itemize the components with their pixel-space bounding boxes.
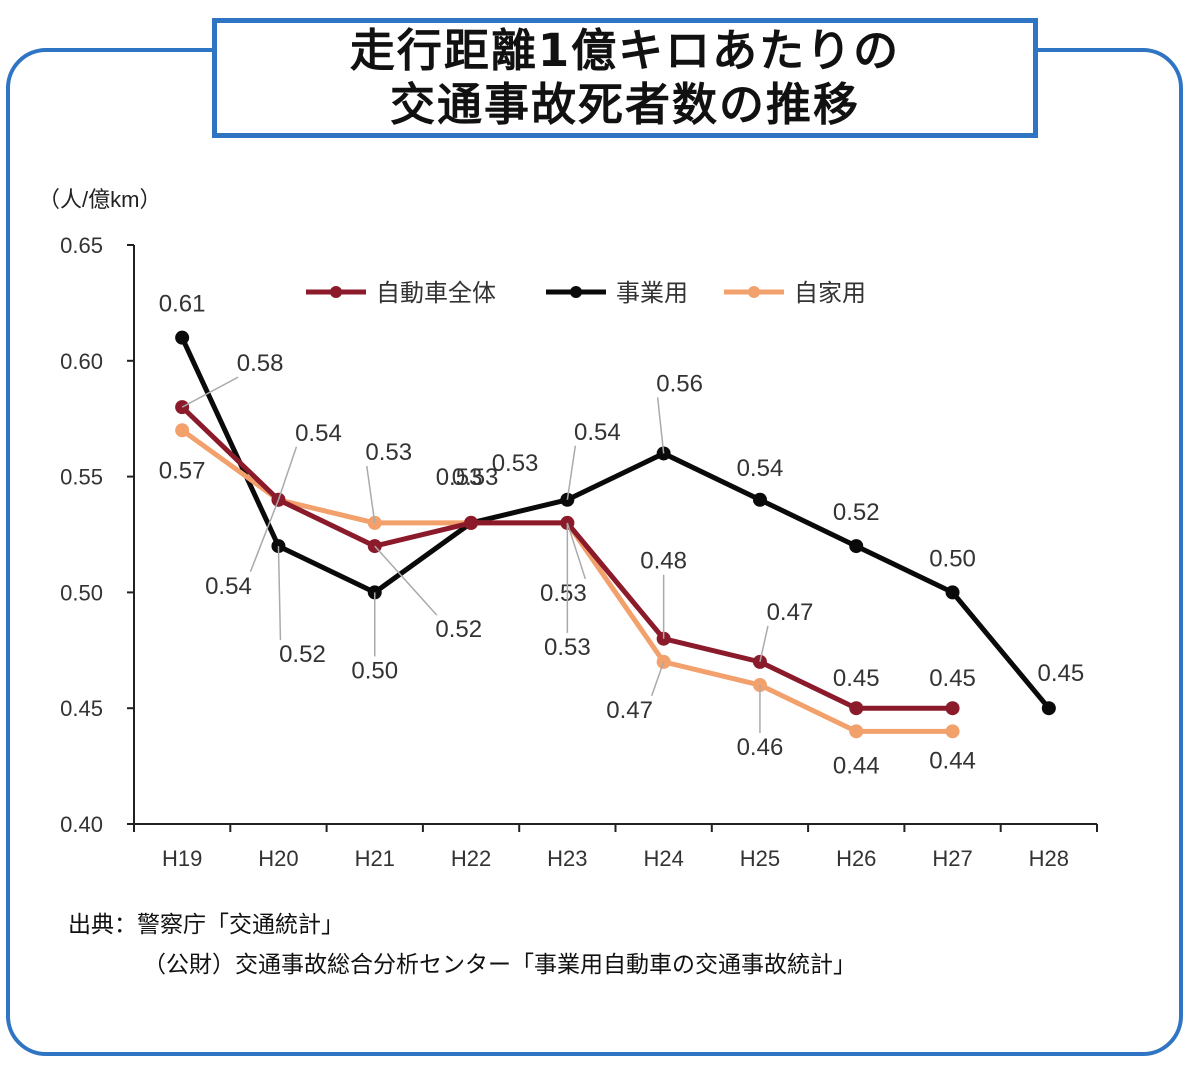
- y-tick-label: 0.60: [60, 349, 103, 374]
- leader-line: [249, 499, 280, 573]
- leader-line: [650, 661, 665, 697]
- data-label: 0.46: [737, 734, 784, 761]
- data-label: 0.50: [929, 545, 976, 572]
- y-tick-label: 0.55: [60, 465, 103, 490]
- title-line-1: 走行距離1億キロあたりの: [349, 24, 901, 77]
- data-point-0: [464, 515, 479, 530]
- leader-line: [759, 625, 769, 663]
- title-box: 走行距離1億キロあたりの 交通事故死者数の推移: [212, 18, 1038, 138]
- data-label: 0.47: [606, 697, 653, 724]
- data-label: 0.57: [159, 457, 206, 484]
- source-line-1: 出典：警察庁「交通統計」: [68, 912, 344, 938]
- data-label: 0.54: [737, 455, 784, 482]
- x-tick-label: H20: [258, 846, 298, 871]
- leader-line: [181, 376, 239, 408]
- data-label: 0.47: [767, 599, 814, 626]
- data-point-1: [849, 539, 864, 554]
- legend-marker: [570, 286, 582, 298]
- data-point-0: [945, 701, 960, 716]
- data-point-2: [175, 423, 190, 438]
- data-label: 0.54: [295, 420, 342, 447]
- data-label: 0.50: [351, 657, 398, 684]
- leader-line: [656, 397, 665, 454]
- data-label: 0.52: [279, 641, 326, 668]
- title-line-2: 交通事故死者数の推移: [389, 78, 860, 131]
- data-label: 0.52: [435, 616, 482, 643]
- y-tick-label: 0.45: [60, 696, 103, 721]
- y-tick-label: 0.65: [60, 233, 103, 258]
- data-label: 0.45: [1037, 660, 1084, 687]
- leader-line: [566, 522, 587, 580]
- x-tick-label: H23: [547, 846, 587, 871]
- source-line-2: （公財）交通事故総合分析センター「事業用自動車の交通事故統計」: [143, 952, 856, 978]
- legend-label: 自家用: [794, 280, 866, 307]
- x-tick-label: H24: [643, 846, 683, 871]
- data-label: 0.53: [452, 464, 499, 491]
- leader-line: [566, 445, 577, 500]
- data-label: 0.53: [492, 450, 539, 477]
- data-point-1: [175, 330, 190, 345]
- leader-line: [366, 465, 376, 524]
- y-tick-label: 0.50: [60, 580, 103, 605]
- data-point-2: [849, 724, 864, 739]
- data-label: 0.44: [929, 747, 976, 774]
- data-label: 0.44: [833, 752, 880, 779]
- data-point-1: [752, 492, 767, 507]
- x-tick-label: H19: [162, 846, 202, 871]
- series-line-1: [179, 335, 1052, 711]
- data-label: 0.53: [436, 464, 483, 491]
- x-tick-label: H25: [740, 846, 780, 871]
- legend-marker: [330, 286, 342, 298]
- data-point-1: [945, 585, 960, 600]
- data-label: 0.53: [365, 439, 412, 466]
- data-point-1: [1041, 701, 1056, 716]
- data-label: 0.45: [929, 665, 976, 692]
- data-label: 0.48: [640, 548, 687, 575]
- data-point-0: [849, 701, 864, 716]
- data-label: 0.61: [159, 291, 206, 318]
- leader-line: [277, 446, 298, 501]
- data-label: 0.54: [205, 573, 252, 600]
- legend-label: 事業用: [616, 280, 688, 307]
- leader-line: [374, 545, 438, 616]
- x-tick-label: H26: [836, 846, 876, 871]
- data-label: 0.53: [544, 634, 591, 661]
- x-tick-label: H21: [355, 846, 395, 871]
- data-label: 0.54: [574, 419, 621, 446]
- legend-label: 自動車全体: [376, 280, 496, 307]
- x-tick-label: H28: [1029, 846, 1069, 871]
- data-point-2: [945, 724, 960, 739]
- y-tick-label: 0.40: [60, 812, 103, 837]
- x-tick-label: H27: [932, 846, 972, 871]
- leader-line: [277, 546, 282, 641]
- x-tick-label: H22: [451, 846, 491, 871]
- data-label: 0.58: [237, 350, 284, 377]
- legend-marker: [748, 286, 760, 298]
- data-label: 0.52: [833, 499, 880, 526]
- y-axis-label: （人/億km）: [38, 187, 161, 212]
- data-label: 0.45: [833, 665, 880, 692]
- data-label: 0.53: [540, 580, 587, 607]
- source-note: 出典：警察庁「交通統計」 （公財）交通事故総合分析センター「事業用自動車の交通事…: [68, 905, 856, 985]
- data-label: 0.56: [656, 370, 703, 397]
